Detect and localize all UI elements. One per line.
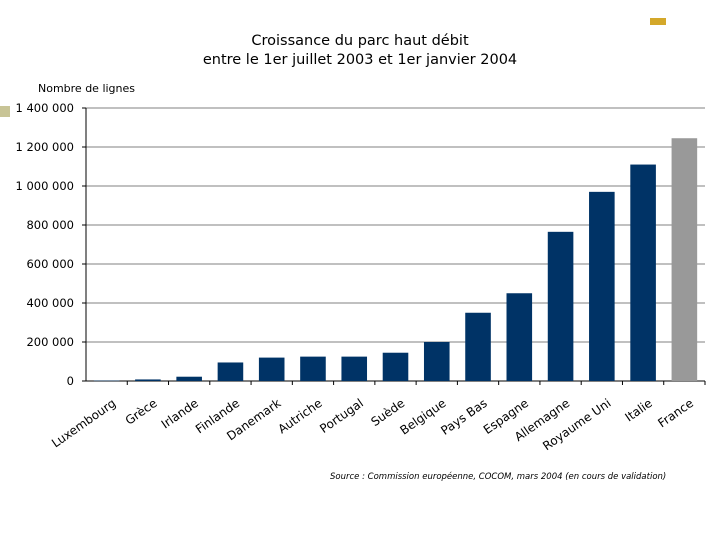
y-tick-label: 800 000 [26,218,74,232]
bar-royaume-uni [589,191,615,381]
y-tick-label: 600 000 [26,257,74,271]
bar-allemagne [547,231,574,381]
y-tick-label: 400 000 [26,296,74,310]
accent-marker-left [0,106,10,117]
bar-suède [382,352,409,381]
source-note: Source : Commission européenne, COCOM, m… [330,472,667,482]
bar-france [671,138,698,381]
bar-luxembourg [93,380,120,382]
x-tick-label: France [655,396,696,430]
x-tick-label: Italie [622,396,654,424]
bar-espagne [506,293,533,381]
bar-grèce [135,379,161,381]
x-tick-label: Pays Bas [438,396,489,438]
y-tick-label: 1 000 000 [15,179,74,193]
accent-marker-top-right [650,18,666,25]
y-axis-label: Nombre de lignes [38,82,136,95]
chart-title-line-2: entre le 1er juillet 2003 et 1er janvier… [202,52,518,68]
bar-portugal [341,356,368,381]
chart-title-line-1: Croissance du parc haut débit [251,33,469,49]
y-tick-label: 0 [67,374,74,388]
y-tick-label: 200 000 [26,335,74,349]
bar-italie [630,164,656,381]
y-tick-label: 1 200 000 [15,140,74,154]
y-tick-label: 1 400 000 [15,101,74,115]
bar-danemark [258,357,285,381]
bar-finlande [217,362,244,381]
x-tick-label: Autriche [275,396,324,436]
bar-irlande [176,376,202,381]
x-tick-label: Grèce [123,396,160,428]
bar-belgique [423,342,450,381]
bar-pays-bas [465,312,491,381]
x-tick-label: Luxembourg [49,396,118,450]
x-tick-label: Portugal [317,396,366,436]
bar-autriche [300,356,326,381]
chart-title: Croissance du parc haut débit entre le 1… [150,32,570,70]
